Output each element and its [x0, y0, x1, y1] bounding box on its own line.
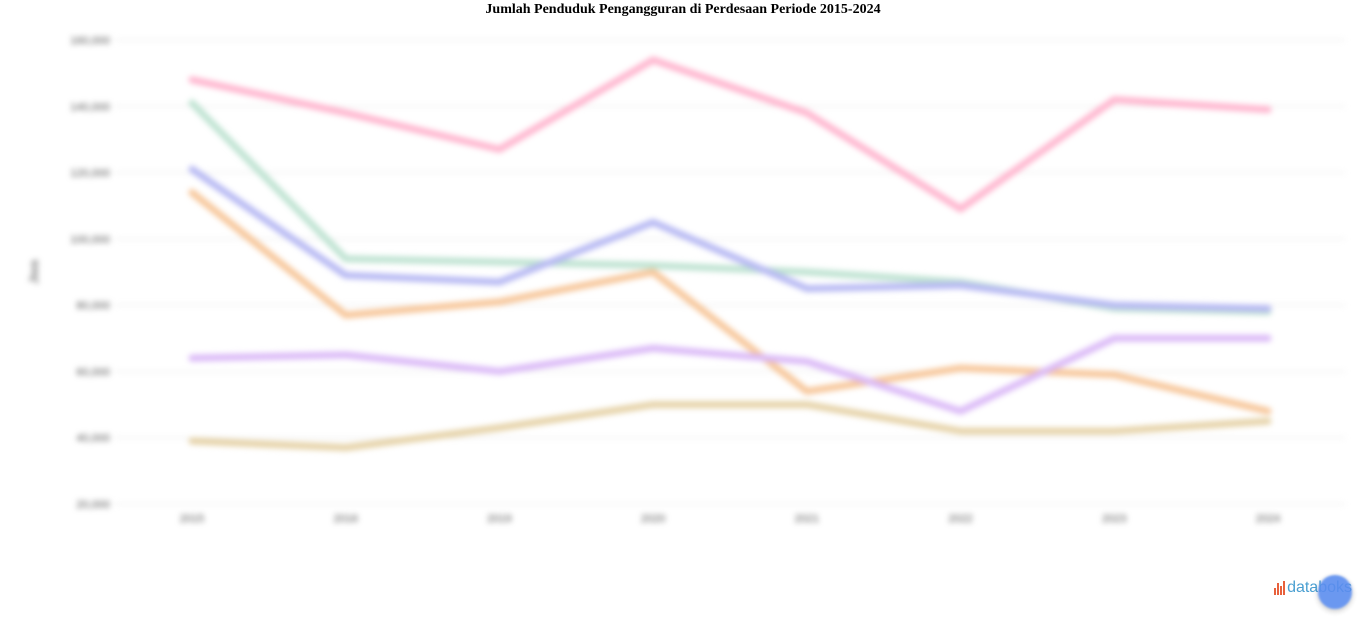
y-tick-label: 120,000 — [70, 168, 110, 180]
series-lines — [188, 56, 1272, 452]
x-tick-label: 2015 — [180, 513, 204, 525]
y-tick-label: 80,000 — [76, 300, 110, 312]
x-axis-ticks: 2015 2016 2019 2020 2021 2022 2023 2024 — [180, 513, 1280, 525]
chart-title: Jumlah Penduduk Pengangguran di Perdesaa… — [485, 2, 881, 17]
y-tick-label: 60,000 — [76, 366, 110, 378]
series-line-1[interactable] — [188, 56, 1272, 213]
x-tick-label: 2023 — [1102, 513, 1126, 525]
series-line-5[interactable] — [188, 334, 1272, 415]
series-line-4[interactable] — [188, 188, 1272, 415]
y-tick-label: 100,000 — [70, 234, 110, 246]
x-tick-label: 2020 — [641, 513, 665, 525]
y-tick-label: 20,000 — [76, 499, 110, 511]
y-tick-label: 140,000 — [70, 101, 110, 113]
x-tick-label: 2019 — [487, 513, 511, 525]
x-tick-label: 2021 — [795, 513, 819, 525]
y-tick-label: 40,000 — [76, 433, 110, 445]
y-axis-ticks: 20,000 40,000 60,000 80,000 100,000 120,000 14… — [70, 35, 110, 511]
y-tick-label: 160,000 — [70, 35, 110, 47]
x-tick-label: 2024 — [1256, 513, 1280, 525]
databoks-bars-icon — [1274, 581, 1286, 595]
series-line-2[interactable] — [188, 99, 1272, 316]
x-tick-label: 2022 — [948, 513, 972, 525]
chat-bubble-icon[interactable] — [1318, 575, 1352, 609]
series-line-6[interactable] — [188, 401, 1272, 452]
plot-area: 20,000 40,000 60,000 80,000 100,000 120,000 14… — [27, 35, 1345, 525]
y-axis-title: Jiwa — [27, 260, 41, 284]
x-tick-label: 2016 — [333, 513, 357, 525]
series-line-3[interactable] — [188, 165, 1272, 312]
